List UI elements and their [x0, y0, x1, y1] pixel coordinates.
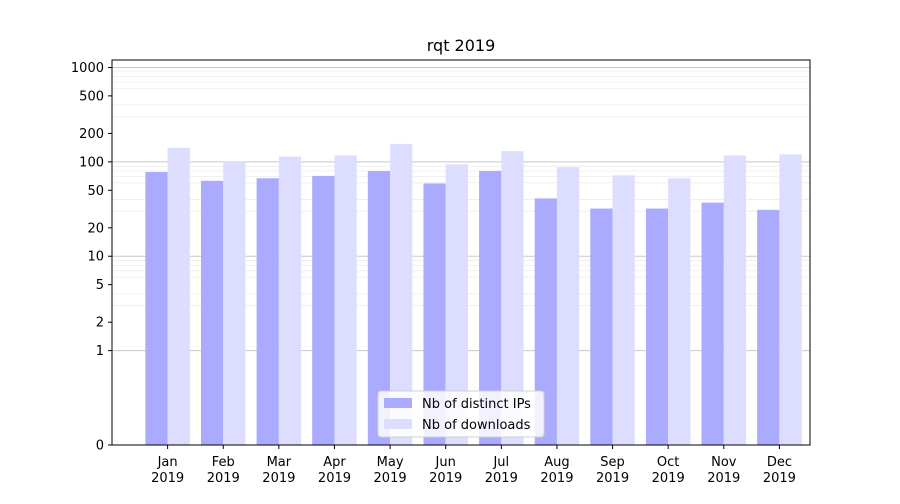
x-tick-label: Nov 2019: [707, 455, 740, 486]
x-tick-label: Apr 2019: [318, 455, 351, 486]
bar-distinct-ips: [701, 202, 724, 445]
legend-label: Nb of distinct IPs: [422, 397, 531, 412]
bar-downloads: [612, 175, 635, 446]
bar-distinct-ips: [145, 172, 168, 445]
y-axis: 0 1 2 5 10 20 50 100 200 500 1000: [71, 61, 112, 454]
bars: [145, 143, 802, 446]
bar-distinct-ips: [256, 178, 279, 445]
bar-downloads: [278, 156, 302, 445]
bar-distinct-ips: [534, 198, 557, 445]
y-tick-label: 500: [79, 89, 104, 104]
x-tick-label: Sep 2019: [596, 455, 629, 486]
x-tick-label: Dec 2019: [763, 455, 796, 486]
y-tick-label: 20: [87, 221, 104, 236]
x-tick-label: Feb 2019: [207, 455, 240, 486]
bar-downloads: [779, 154, 802, 445]
bar-downloads: [723, 155, 747, 446]
bar-downloads: [390, 143, 413, 445]
x-tick-label: Oct 2019: [652, 455, 685, 486]
legend-swatch: [384, 398, 412, 408]
y-tick-label: 2: [96, 316, 104, 331]
bar-distinct-ips: [645, 208, 669, 445]
bar-distinct-ips: [757, 209, 780, 445]
plot-frame: [111, 59, 811, 446]
bar-distinct-ips: [312, 175, 335, 445]
bar-downloads: [668, 178, 691, 445]
x-tick-label: Jan 2019: [151, 455, 184, 486]
bar-distinct-ips: [479, 171, 502, 446]
legend-label: Nb of downloads: [422, 418, 531, 433]
bar-distinct-ips: [367, 171, 391, 446]
y-tick-label: 0: [96, 439, 104, 454]
y-tick-label: 10: [87, 250, 104, 265]
chart-title: rqt 2019: [427, 36, 496, 55]
y-tick-label: 200: [79, 127, 104, 142]
bar-distinct-ips: [590, 208, 613, 445]
legend: Nb of distinct IPs Nb of downloads: [377, 390, 545, 438]
y-tick-label: 100: [79, 155, 104, 170]
x-tick-label: Jun 2019: [429, 455, 462, 486]
x-tick-label: Jul 2019: [485, 455, 518, 486]
bar-downloads: [167, 147, 190, 445]
bar-downloads: [223, 161, 246, 445]
y-tick-label: 1000: [71, 61, 104, 76]
x-axis: Jan 2019 Feb 2019 Mar 2019 Apr 2019 May 2019 Jun 20…: [151, 445, 796, 486]
x-tick-label: May 2019: [374, 455, 407, 486]
y-tick-label: 1: [96, 344, 104, 359]
x-tick-label: Aug 2019: [540, 455, 573, 486]
bar-downloads: [501, 151, 524, 446]
y-tick-label: 5: [96, 278, 104, 293]
bar-downloads: [334, 155, 357, 446]
bar-downloads: [445, 164, 468, 446]
y-tick-label: 50: [87, 184, 104, 199]
bar-distinct-ips: [423, 183, 446, 446]
bar-distinct-ips: [200, 180, 224, 445]
legend-swatch: [384, 419, 412, 429]
legend-box: [377, 390, 545, 438]
x-tick-label: Mar 2019: [262, 455, 295, 486]
bar-downloads: [556, 167, 580, 445]
